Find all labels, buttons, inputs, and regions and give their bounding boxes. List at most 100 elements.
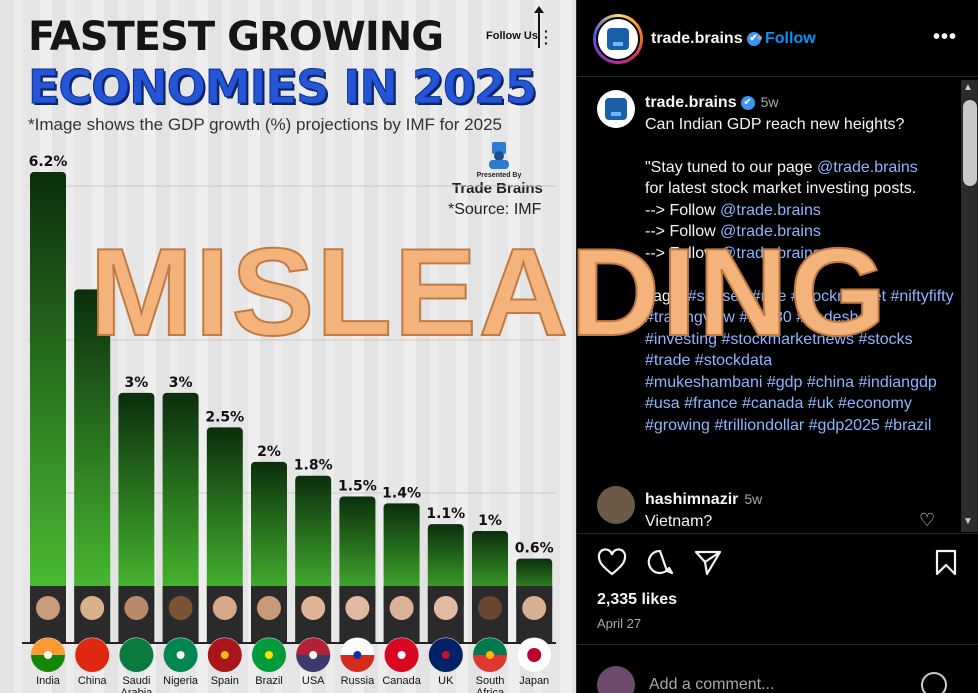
- caption-line: "Stay tuned to our page: [645, 158, 818, 176]
- country-flag-icon: [118, 637, 154, 673]
- mention-link[interactable]: @trade.brains: [817, 158, 918, 176]
- add-comment-input[interactable]: [649, 676, 909, 693]
- more-options-icon[interactable]: •••: [933, 26, 958, 48]
- post-image[interactable]: FASTEST GROWING ECONOMIES IN 2025 *Image…: [0, 0, 576, 693]
- bar-value-label: 6.2%: [29, 154, 68, 170]
- scrollbar[interactable]: [961, 80, 978, 532]
- mention-link[interactable]: @trade.brains: [720, 201, 821, 219]
- header-username[interactable]: trade.brains ✔: [651, 30, 761, 48]
- like-heart-icon[interactable]: [597, 548, 627, 576]
- category-label: Brazil: [255, 675, 283, 687]
- scroll-up-arrow-icon[interactable]: ▲: [963, 82, 973, 93]
- country-flag-icon: [163, 637, 199, 673]
- country-flag-icon: [428, 637, 464, 673]
- bar: [251, 461, 287, 610]
- infographic-title-line-2: ECONOMIES IN 2025: [27, 60, 537, 115]
- follow-button[interactable]: Follow: [765, 30, 816, 47]
- caption-username[interactable]: trade.brains: [645, 94, 737, 111]
- country-flag-icon: [472, 637, 508, 673]
- trade-brains-logo-icon: [489, 142, 509, 169]
- category-label: UK: [438, 675, 454, 687]
- bar-value-label: 1.1%: [426, 506, 465, 522]
- leader-face: [301, 596, 326, 620]
- verified-icon: ✔: [746, 31, 761, 46]
- bookmark-icon[interactable]: [933, 548, 959, 576]
- comment-username[interactable]: hashimnazir: [645, 491, 739, 508]
- bar: [206, 427, 243, 610]
- emoji-icon[interactable]: [921, 672, 947, 693]
- comment-time[interactable]: 5w: [744, 491, 763, 507]
- hashtag-links-obscured[interactable]: #sensex #nse #stockmarket #niftyfifty #t…: [645, 287, 954, 370]
- mention-link[interactable]: @trade.brains: [720, 223, 821, 240]
- leader-face: [212, 596, 237, 620]
- infographic-title-line-1: FASTEST GROWING: [28, 14, 444, 60]
- leader-face: [257, 596, 281, 620]
- leader-face: [345, 596, 370, 620]
- country-flag-icon: [295, 637, 331, 673]
- country-flag-icon: [251, 637, 287, 673]
- leader-face: [478, 596, 502, 620]
- mention-link[interactable]: @trade.brains: [720, 244, 821, 262]
- brand-name: Trade Brains: [452, 180, 543, 197]
- bar-value-label: 0.6%: [515, 541, 554, 557]
- username-text[interactable]: trade.brains: [651, 30, 743, 47]
- infographic-subtitle: *Image shows the GDP growth (%) projecti…: [28, 115, 502, 134]
- country-flag-icon: [74, 637, 110, 673]
- post-date[interactable]: April 27: [597, 616, 642, 631]
- up-arrow-icon: [534, 6, 544, 48]
- leader-face: [36, 596, 60, 620]
- bar: [295, 475, 332, 610]
- dots-icon: · · ·: [544, 23, 549, 51]
- category-label: Japan: [519, 675, 549, 687]
- caption-avatar[interactable]: [597, 90, 635, 128]
- caption-line: --> Follow: [645, 201, 721, 219]
- bar-value-label: 1.4%: [382, 485, 421, 501]
- presented-by-label: Presented By: [476, 172, 522, 179]
- trade-brains-logo-icon: [607, 28, 629, 50]
- bar: [30, 172, 66, 610]
- current-user-avatar: [597, 666, 635, 693]
- share-paper-plane-icon[interactable]: [693, 548, 723, 576]
- trade-brains-logo-icon: [605, 98, 627, 120]
- comment-text: Vietnam?: [645, 513, 713, 530]
- caption-line: Can Indian GDP reach new heights?: [645, 115, 905, 133]
- country-flag-icon: [516, 637, 552, 673]
- bar: [74, 289, 111, 610]
- bar: [162, 392, 199, 610]
- bar-value-label: 1.8%: [294, 458, 333, 474]
- caption-line: --> Follow: [645, 244, 721, 262]
- leader-face: [389, 596, 414, 620]
- commenter-avatar[interactable]: [597, 486, 635, 524]
- separator-dot: •: [757, 30, 763, 47]
- country-flag-icon: [207, 637, 243, 673]
- bar-value-label: 3%: [169, 375, 193, 391]
- scrollbar-thumb[interactable]: [963, 100, 977, 186]
- verified-icon: ✔: [740, 95, 755, 110]
- likes-count[interactable]: 2,335 likes: [597, 591, 678, 608]
- divider: [577, 76, 978, 77]
- bar: [339, 496, 376, 610]
- comment-bubble-icon[interactable]: [645, 548, 675, 576]
- bar-value-label: 3%: [125, 375, 149, 391]
- leader-face: [124, 596, 149, 620]
- divider: [577, 533, 978, 534]
- comment-heart-icon[interactable]: ♡: [919, 510, 936, 530]
- scroll-down-arrow-icon[interactable]: ▼: [963, 516, 973, 527]
- country-flag-icon: [339, 637, 375, 673]
- leader-face: [80, 596, 105, 620]
- source-label: *Source: IMF: [448, 201, 542, 218]
- gdp-bar-chart: 6.2% 3% 3% 2.5% 2% 1.8% 1.5% 1.4% 1.1% 1% 0.6% Ind…: [22, 154, 556, 693]
- avatar[interactable]: [596, 17, 640, 61]
- caption-line: for latest stock market investing posts.: [645, 180, 917, 197]
- bar-value-label: 2.5%: [205, 409, 244, 425]
- bar-value-label: 1.5%: [338, 478, 377, 494]
- country-flag-icon: [30, 637, 66, 673]
- category-label: Africa: [476, 687, 505, 693]
- category-label: Arabia: [121, 687, 154, 693]
- bar: [118, 392, 155, 610]
- caption-time[interactable]: 5w: [760, 94, 779, 110]
- bar-value-label: 1%: [478, 513, 502, 529]
- bar: [383, 503, 420, 610]
- category-label: Saudi: [122, 675, 150, 687]
- hashtag-links[interactable]: #mukeshambani #gdp #china #indiangdp #us…: [645, 373, 937, 434]
